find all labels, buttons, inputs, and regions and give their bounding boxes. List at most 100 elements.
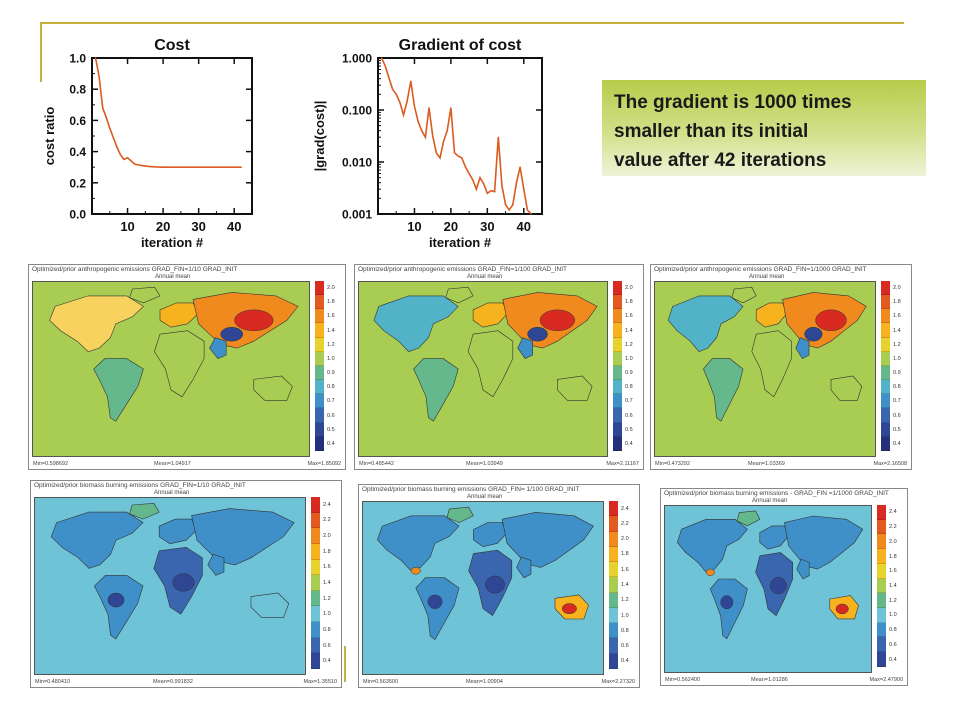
colorbar-segment — [613, 309, 622, 324]
colorbar-segment — [877, 608, 886, 623]
callout-line-1: The gradient is 1000 times — [614, 92, 852, 113]
map-region-eu — [158, 518, 198, 545]
data-point-1-30 — [490, 190, 492, 192]
stat-max: Max=2.47900 — [869, 677, 903, 683]
data-point-1-5 — [399, 101, 401, 104]
colorbar-segment — [609, 562, 618, 578]
colorbar-label: 0.8 — [893, 384, 901, 391]
colorbar — [609, 501, 618, 669]
map-region-au — [253, 375, 293, 401]
chart-title-1: Gradient of cost — [399, 37, 522, 54]
data-point-1-23 — [464, 166, 467, 168]
colorbar-label: 1.8 — [893, 299, 901, 306]
data-point-1-31 — [494, 190, 496, 193]
map-lowspot — [220, 326, 244, 342]
colorbar-label: 1.2 — [893, 341, 901, 348]
data-point-0-1 — [98, 76, 100, 78]
data-point-1-9 — [413, 105, 416, 107]
x-tick-label-0-3: 40 — [227, 219, 241, 234]
data-point-1-2 — [388, 76, 390, 79]
map-region-grn — [445, 286, 474, 304]
x-axis-label-1: iteration # — [429, 235, 492, 250]
map-title: Optimized/prior anthropogenic emissions … — [654, 266, 867, 273]
stat-mean: Mean=1.03369 — [748, 461, 785, 467]
colorbar-label: 0.9 — [625, 370, 633, 377]
map-subtitle: Annual mean — [467, 274, 503, 280]
colorbar-segment — [881, 408, 890, 423]
colorbar-label: 2.0 — [893, 285, 901, 292]
map-subtitle: Annual mean — [155, 274, 191, 280]
stat-mean: Mean=0.991832 — [153, 679, 193, 685]
data-point-0-8 — [123, 158, 125, 160]
map-region-ind — [795, 337, 810, 359]
map-area — [32, 281, 310, 457]
map-lowspot — [107, 592, 125, 608]
y-tick-label-0-0: 0.0 — [69, 208, 86, 222]
map-area — [34, 497, 306, 675]
colorbar-label: 1.2 — [889, 597, 897, 604]
map-area — [654, 281, 876, 457]
colorbar-label: 1.0 — [625, 355, 633, 362]
map-region-sa — [94, 575, 144, 640]
colorbar-label: 2.0 — [621, 536, 629, 543]
colorbar-segment — [881, 323, 890, 338]
colorbar-segment — [877, 578, 886, 594]
data-point-1-26 — [475, 188, 477, 190]
map-area — [358, 281, 608, 457]
colorbar-label: 0.4 — [327, 440, 335, 447]
data-point-0-4 — [109, 127, 111, 129]
stat-max: Max=2.11167 — [606, 461, 639, 467]
colorbar-segment — [613, 394, 622, 409]
data-point-1-15 — [435, 152, 437, 154]
colorbar-segment — [311, 512, 320, 529]
y-axis-label-1: |grad(cost)| — [312, 101, 327, 172]
data-point-1-41 — [530, 213, 532, 215]
colorbar-segment — [881, 365, 890, 381]
colorbar-segment — [315, 394, 324, 409]
map-region-eu — [159, 302, 199, 328]
data-point-1-29 — [486, 192, 488, 194]
colorbar-label: 1.6 — [327, 313, 335, 320]
colorbar-segment — [881, 394, 890, 409]
colorbar-label: 0.5 — [893, 426, 901, 433]
colorbar-label: 1.8 — [323, 548, 331, 555]
data-point-0-11 — [141, 165, 143, 167]
data-point-0-12 — [148, 165, 150, 168]
colorbar-label: 0.4 — [625, 440, 633, 447]
colorbar-segment — [609, 623, 618, 639]
colorbar-segment — [315, 309, 324, 324]
data-point-1-10 — [417, 120, 419, 123]
colorbar — [877, 505, 886, 667]
data-point-0-5 — [112, 136, 114, 139]
map-title: Optimized/prior anthropogenic emissions … — [358, 266, 567, 273]
y-axis-label-0: cost ratio — [42, 107, 57, 166]
map-region-sa — [709, 578, 748, 640]
map-region-ind — [516, 556, 532, 579]
colorbar-label: 0.6 — [893, 412, 901, 419]
x-tick-label-0-1: 20 — [156, 219, 170, 234]
stat-mean: Mean=1.01286 — [751, 677, 788, 683]
map-lowspot — [804, 326, 823, 342]
colorbar-label: 1.6 — [621, 566, 629, 573]
colorbar-label: 1.8 — [327, 299, 335, 306]
colorbar-segment — [609, 607, 618, 624]
world-map — [665, 506, 871, 672]
colorbar-label: 0.4 — [889, 656, 897, 663]
colorbar-label: 1.2 — [327, 341, 335, 348]
map-region-sa — [413, 358, 459, 422]
map-region-na — [49, 295, 144, 352]
data-point-0-3 — [105, 116, 107, 118]
decorative-small-line — [344, 646, 346, 682]
colorbar-segment — [609, 592, 618, 608]
map-lowspot — [769, 577, 787, 595]
colorbar-label: 0.9 — [327, 370, 335, 377]
data-point-0-15 — [180, 166, 182, 168]
colorbar-segment — [609, 501, 618, 517]
colorbar-segment — [311, 543, 320, 560]
y-tick-label-1-0: 0.001 — [342, 208, 372, 222]
data-point-1-38 — [519, 166, 521, 168]
data-point-0-2 — [102, 107, 104, 109]
colorbar-segment — [613, 408, 622, 423]
colorbar-label: 0.8 — [889, 627, 897, 634]
colorbar-segment — [315, 422, 324, 437]
